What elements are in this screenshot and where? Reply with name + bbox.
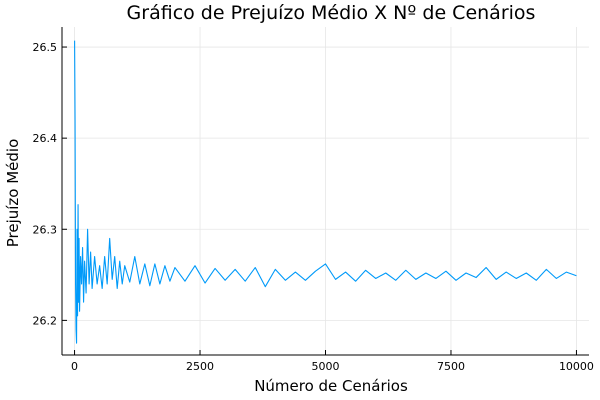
x-tick-label: 2500 — [186, 360, 214, 373]
y-axis-label: Prejuízo Médio — [4, 139, 22, 248]
y-tick-label: 26.3 — [33, 223, 58, 236]
grid-lines — [62, 27, 589, 355]
y-tick-label: 26.2 — [33, 314, 58, 327]
y-tick-label: 26.4 — [33, 132, 58, 145]
chart-title: Gráfico de Prejuízo Médio X Nº de Cenári… — [127, 2, 536, 24]
series-line — [74, 40, 577, 344]
x-tick-label: 5000 — [312, 360, 340, 373]
x-tick-label: 0 — [71, 360, 78, 373]
x-tick-label: 10000 — [559, 360, 594, 373]
x-tick-label: 7500 — [437, 360, 465, 373]
x-axis-ticks: 0 2500 5000 7500 10000 — [71, 350, 594, 373]
y-tick-label: 26.5 — [33, 41, 58, 54]
series-layer — [74, 40, 577, 344]
y-axis-ticks: 26.2 26.3 26.4 26.5 — [33, 41, 67, 327]
x-axis-label: Número de Cenários — [254, 377, 408, 395]
